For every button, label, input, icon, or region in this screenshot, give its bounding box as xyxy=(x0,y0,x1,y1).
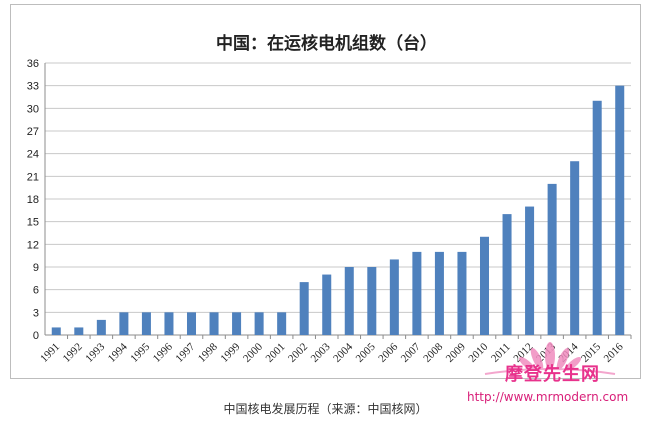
y-tick-label: 36 xyxy=(27,58,39,70)
x-tick-label: 2007 xyxy=(399,341,423,365)
chart-title: 中国：在运核电机组数（台） xyxy=(216,34,437,54)
bar xyxy=(592,100,602,336)
bar xyxy=(119,312,129,335)
x-tick-label: 2008 xyxy=(421,341,445,365)
bar xyxy=(96,319,106,335)
bar xyxy=(389,259,399,335)
y-tick-label: 3 xyxy=(33,307,39,319)
x-tick-label: 2006 xyxy=(376,341,400,365)
x-tick-label: 2002 xyxy=(286,341,310,365)
bar xyxy=(457,251,467,335)
bar xyxy=(164,312,174,335)
watermark: 摩登先生网 http://www.mrmodern.com xyxy=(455,334,645,414)
bar xyxy=(367,267,377,335)
x-tick-label: 1996 xyxy=(151,341,175,365)
x-tick-label: 2003 xyxy=(309,341,333,365)
bar xyxy=(479,236,490,335)
watermark-url: http://www.mrmodern.com xyxy=(467,390,629,404)
bar xyxy=(299,282,309,335)
bar xyxy=(525,206,535,335)
bar xyxy=(51,327,61,335)
bar xyxy=(434,251,444,335)
bar xyxy=(186,312,197,335)
x-tick-label: 1998 xyxy=(196,341,220,365)
y-tick-label: 9 xyxy=(33,262,39,274)
bar xyxy=(254,312,264,335)
bar xyxy=(547,183,557,335)
y-tick-label: 15 xyxy=(27,217,39,229)
x-tick-label: 2001 xyxy=(264,341,288,365)
x-tick-label: 1995 xyxy=(128,341,152,365)
lotus-logo-icon xyxy=(484,342,616,375)
y-tick-label: 18 xyxy=(27,194,39,206)
bar xyxy=(209,312,219,335)
y-tick-label: 12 xyxy=(27,239,39,251)
bar xyxy=(232,312,242,335)
y-tick-label: 6 xyxy=(33,285,39,297)
bar xyxy=(141,312,151,335)
bar xyxy=(412,251,422,335)
bar xyxy=(570,161,580,335)
x-tick-label: 1999 xyxy=(218,341,242,365)
bar xyxy=(344,267,354,335)
x-tick-label: 1994 xyxy=(106,341,130,365)
bar-chart: 0369121518212427303336199119921993199419… xyxy=(27,58,632,365)
y-tick-label: 33 xyxy=(27,81,39,93)
chart-frame: 中国：在运核电机组数（台） 0 3 6 9 12 15 18 21 24 27 30 33 36 1991… xyxy=(10,4,641,379)
figure-caption: 中国核电发展历程（来源：中国核网） xyxy=(223,402,428,416)
bar xyxy=(615,85,625,336)
y-tick-label: 21 xyxy=(27,171,39,183)
y-tick-label: 24 xyxy=(27,149,39,161)
bar xyxy=(502,214,512,335)
bar xyxy=(74,327,84,335)
y-tick-label: 0 xyxy=(33,330,39,342)
x-tick-label: 1992 xyxy=(61,341,85,365)
bar xyxy=(277,312,287,335)
watermark-text: 摩登先生网 xyxy=(505,364,600,385)
x-tick-label: 1993 xyxy=(83,341,107,365)
x-tick-label: 1997 xyxy=(173,341,197,365)
bar xyxy=(322,274,332,335)
x-tick-label: 2000 xyxy=(241,341,265,365)
x-tick-label: 1991 xyxy=(38,341,62,365)
y-tick-label: 27 xyxy=(27,126,39,138)
x-tick-label: 2005 xyxy=(354,341,378,365)
x-tick-label: 2004 xyxy=(331,341,355,365)
y-tick-label: 30 xyxy=(27,103,39,115)
